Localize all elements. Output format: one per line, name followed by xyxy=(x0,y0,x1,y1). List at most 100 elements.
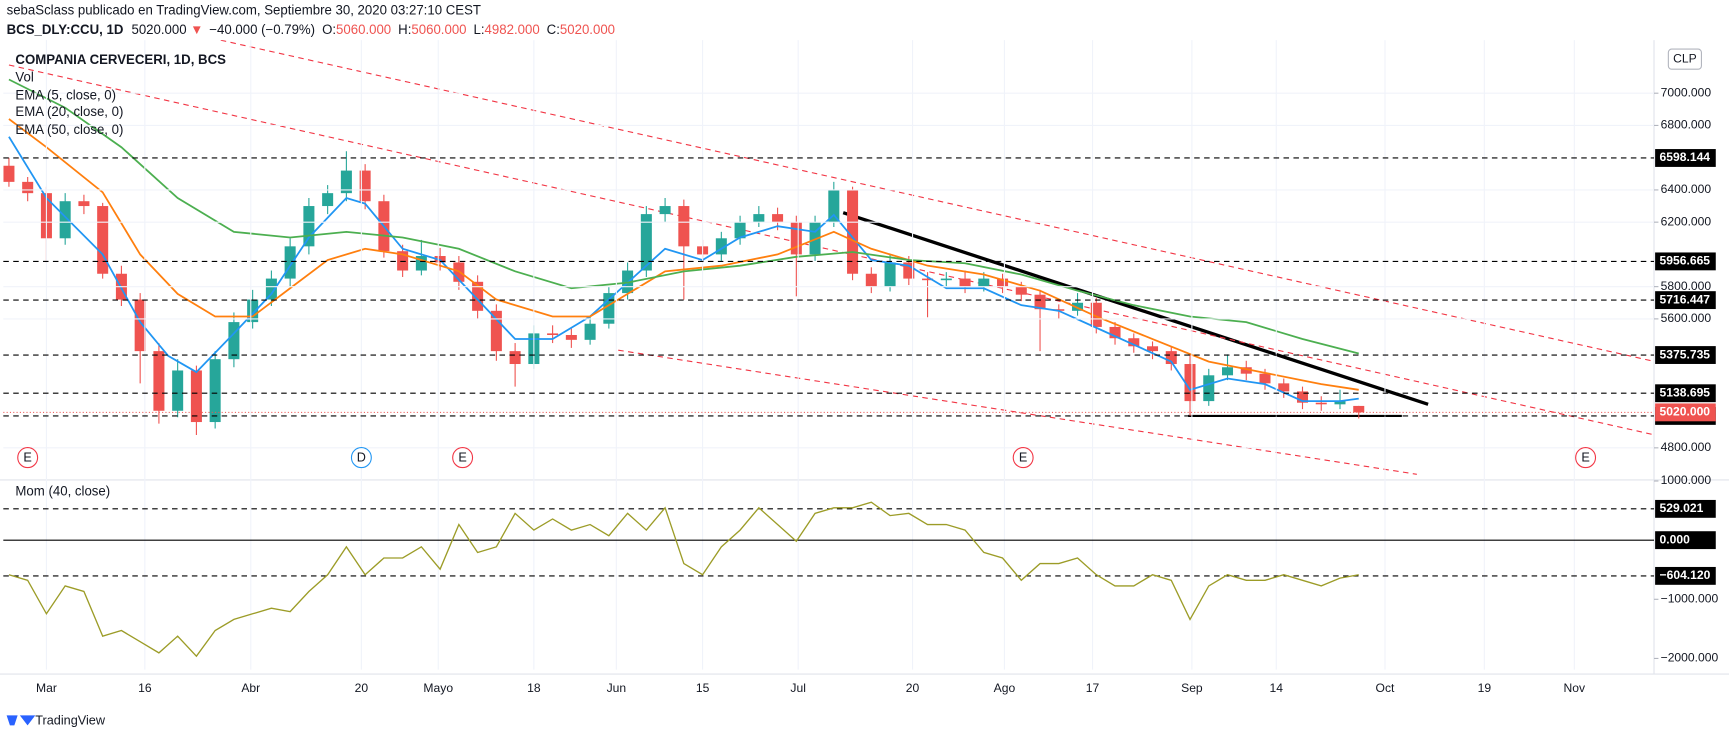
x-tick-label: 15 xyxy=(696,681,710,695)
level-tag xyxy=(1655,346,1716,364)
candle-body xyxy=(865,273,877,287)
event-marker xyxy=(350,446,372,469)
change: −40.000 (−0.79%) xyxy=(209,22,315,37)
candle-body xyxy=(190,370,202,423)
x-tick-label: Nov xyxy=(1564,681,1586,695)
level-tag xyxy=(1655,531,1716,550)
candle-body xyxy=(959,278,971,287)
y-tick-label: 6800.000 xyxy=(1661,118,1712,132)
candle-body xyxy=(472,281,484,311)
y-tick-label: 6400.000 xyxy=(1661,182,1712,196)
ema-line xyxy=(8,78,1359,355)
level-tag xyxy=(1655,252,1716,271)
y-tick-label: −1000.000 xyxy=(1661,591,1719,605)
event-marker xyxy=(452,446,474,469)
x-tick-label: Mayo xyxy=(423,681,453,695)
candle-body xyxy=(322,193,334,207)
candle-body xyxy=(209,359,221,423)
x-tick-label: 20 xyxy=(355,681,369,695)
y-tick-label: 7000.000 xyxy=(1661,85,1712,99)
candle-body xyxy=(565,335,577,340)
candle-body xyxy=(1296,391,1309,403)
candle-body xyxy=(922,278,934,281)
x-tick-label: Ago xyxy=(994,681,1016,695)
level-label: 5138.695 xyxy=(1660,385,1711,399)
candle-body xyxy=(509,351,521,365)
level-label: 5956.665 xyxy=(1660,254,1711,268)
level-label: 529.021 xyxy=(1660,501,1704,515)
level-tag xyxy=(1655,291,1716,310)
candle-body xyxy=(1109,326,1121,339)
candle-body xyxy=(978,278,990,287)
trend-line xyxy=(8,64,1655,436)
level-label: 0.000 xyxy=(1660,532,1691,546)
symbol-bar: BCS_DLY:CCU, 1D 5020.000 ▼ −40.000 (−0.7… xyxy=(7,22,615,37)
candle-body xyxy=(940,278,952,281)
x-tick-label: 19 xyxy=(1478,681,1492,695)
currency: CLP xyxy=(1673,51,1697,65)
x-tick-label: Mar xyxy=(36,681,57,695)
low: 4982.000 xyxy=(485,22,540,37)
event-marker xyxy=(1575,446,1597,469)
candle-body xyxy=(1165,351,1177,365)
level-label: 6598.144 xyxy=(1660,150,1711,164)
h-label: H: xyxy=(398,22,411,37)
symbol: BCS_DLY:CCU, 1D xyxy=(7,22,124,37)
candle-body xyxy=(678,206,690,247)
candle-body xyxy=(1034,294,1046,310)
candle-body xyxy=(1015,286,1027,295)
candle-body xyxy=(1278,383,1290,392)
candle-body xyxy=(340,170,352,194)
candle-body xyxy=(59,201,71,239)
candle-body xyxy=(284,246,296,279)
price-pane xyxy=(3,40,1655,475)
candle-body xyxy=(903,262,915,279)
candle-body xyxy=(1072,302,1084,311)
event-label: E xyxy=(23,449,31,464)
candle-body xyxy=(97,206,109,274)
candle-body xyxy=(134,299,146,352)
x-tick-label: Abr xyxy=(241,681,260,695)
plot: Mar 16 Abr 20 Mayo 18 Jun 15 Jul 20 Ago 17 Sep 14 Oct 1… xyxy=(3,40,1719,695)
ema-line xyxy=(8,118,1359,391)
candle-body xyxy=(172,370,184,411)
x-tick-label: 17 xyxy=(1086,681,1100,695)
candle-body xyxy=(884,262,896,287)
candle-body xyxy=(584,323,596,340)
candle-body xyxy=(303,206,315,247)
l-label: L: xyxy=(474,22,485,37)
y-tick-label: 5800.000 xyxy=(1661,279,1712,293)
x-tick-label: 20 xyxy=(906,681,920,695)
level-label: 5716.447 xyxy=(1660,292,1711,306)
legend-item: Vol xyxy=(15,70,33,85)
y-tick-label: −2000.000 xyxy=(1661,651,1719,665)
candle-body xyxy=(1240,367,1252,374)
candle-body xyxy=(22,181,34,194)
candle-body xyxy=(78,201,90,207)
candle-body xyxy=(1128,338,1140,347)
open: 5060.000 xyxy=(336,22,391,37)
event-label: D xyxy=(357,449,366,464)
momentum-title: Mom (40, close) xyxy=(15,484,110,499)
level-tag xyxy=(1655,566,1716,585)
candle-body xyxy=(640,214,652,271)
candle-body xyxy=(1259,373,1271,384)
brand-logo xyxy=(6,715,36,726)
level-label: −604.120 xyxy=(1660,568,1711,582)
arrow: ▼ xyxy=(190,22,203,37)
candle-body xyxy=(828,189,840,223)
last: 5020.000 xyxy=(131,22,186,37)
x-tick-label: 16 xyxy=(138,681,152,695)
legend-item: EMA (20, close, 0) xyxy=(15,104,123,119)
x-tick-label: Oct xyxy=(1376,681,1395,695)
level-tag xyxy=(1655,384,1716,403)
level-label: 5020.000 xyxy=(1660,405,1711,419)
candle-body xyxy=(1334,401,1346,405)
level-label: 5375.735 xyxy=(1660,347,1711,361)
candle-body xyxy=(415,256,427,271)
candle-body xyxy=(1315,402,1327,405)
publish-info: sebaSclass publicado en TradingView.com,… xyxy=(7,3,481,18)
currency-box[interactable] xyxy=(1667,48,1702,70)
